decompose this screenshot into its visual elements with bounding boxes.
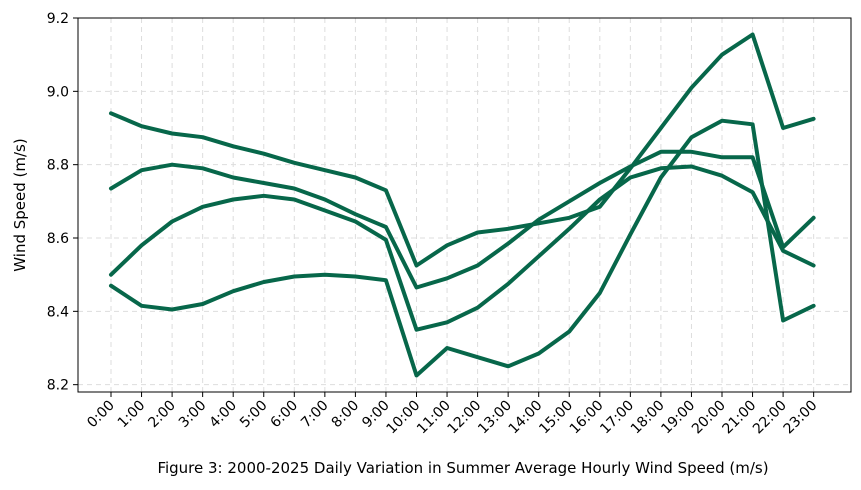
grid (78, 17, 851, 392)
x-tick-label: 17:00 (597, 398, 637, 438)
y-tick-label: 9.2 (47, 11, 69, 27)
x-tick-label: 23:00 (781, 398, 821, 438)
x-tick-label: 1:00 (115, 398, 149, 432)
x-tick-label: 3:00 (176, 398, 210, 432)
x-tick-label: 22:00 (750, 398, 790, 438)
y-tick-label: 8.8 (47, 158, 69, 174)
x-tick-label: 10:00 (383, 398, 423, 438)
x-tick-label: 13:00 (475, 398, 515, 438)
y-tick-label: 8.6 (47, 231, 69, 247)
x-tick-label: 7:00 (298, 398, 332, 432)
x-tick-label: 4:00 (206, 398, 240, 432)
x-tick-label: 20:00 (689, 398, 729, 438)
series-line-3 (109, 164, 816, 332)
x-tick-label: 16:00 (567, 398, 607, 438)
x-tick-label: 2:00 (145, 398, 179, 432)
x-tick-label: 21:00 (720, 398, 760, 438)
y-tick-label: 8.2 (47, 378, 69, 394)
figure-caption: Figure 3: 2000-2025 Daily Variation in S… (157, 459, 768, 477)
series-line-1 (109, 32, 816, 268)
x-tick-label: 15:00 (536, 398, 576, 438)
y-tick-label: 8.4 (47, 304, 69, 320)
x-tick-label: 18:00 (628, 398, 668, 438)
x-axis-ticks: 0:001:002:003:004:005:006:007:008:009:00… (84, 392, 820, 437)
series-lines (109, 32, 816, 378)
series-line-4 (109, 118, 816, 378)
series-line-2 (109, 149, 816, 290)
x-tick-label: 6:00 (268, 398, 302, 432)
x-tick-label: 12:00 (445, 398, 485, 438)
x-tick-label: 19:00 (658, 398, 698, 438)
x-tick-label: 14:00 (506, 398, 546, 438)
x-tick-label: 0:00 (84, 398, 118, 432)
y-axis-ticks: 8.2 8.4 8.6 8.8 9.0 9.2 (47, 11, 78, 394)
y-axis-label: Wind Speed (m/s) (11, 138, 29, 271)
y-tick-label: 9.0 (47, 84, 69, 100)
x-tick-label: 11:00 (414, 398, 454, 438)
x-tick-label: 8:00 (329, 398, 363, 432)
plot-frame (77, 17, 852, 393)
x-tick-label: 5:00 (237, 398, 271, 432)
